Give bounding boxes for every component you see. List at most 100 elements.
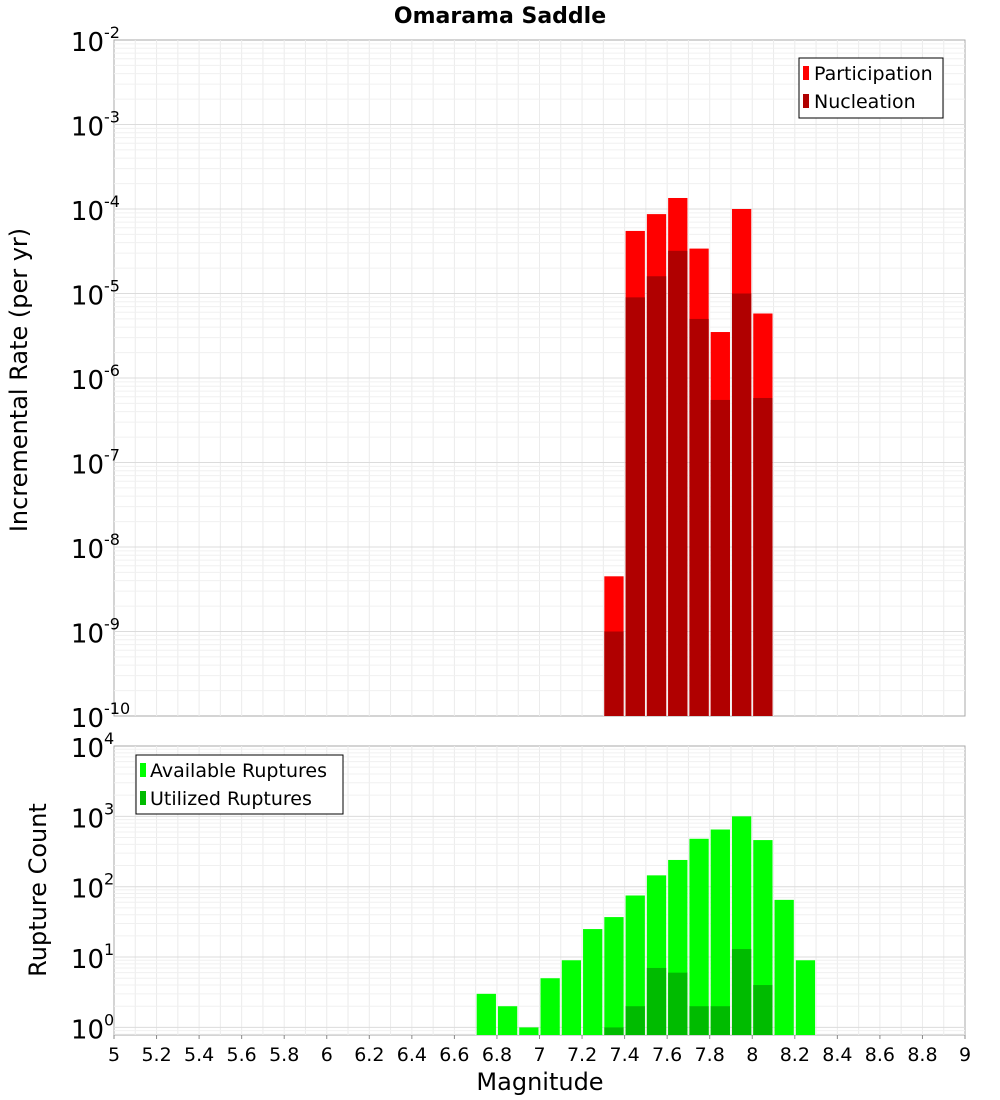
top-bar-series-b [646, 276, 667, 716]
bottom-bar-series-a [519, 1027, 539, 1035]
y-tick-base: 10 [71, 875, 104, 905]
y-tick-exponent: -4 [104, 192, 120, 211]
bottom-bar-series-a [540, 978, 560, 1035]
top-bar-series-b [625, 297, 645, 716]
x-tick-label: 7.2 [567, 1044, 597, 1066]
y-tick-label: 10 -7 [71, 446, 120, 481]
bottom-bar-series-a [476, 993, 496, 1035]
bottom-bar-series-a [604, 917, 624, 1035]
y-tick-base: 10 [71, 113, 104, 143]
y-tick-label: 10 -4 [71, 192, 120, 227]
top-bar-series-b [668, 250, 688, 716]
y-tick-base: 10 [71, 734, 104, 764]
top-bar-series-b [689, 318, 709, 716]
bottom-bar-series-a [561, 960, 582, 1035]
x-tick-label: 5.6 [227, 1044, 257, 1066]
x-tick-label: 8.8 [907, 1044, 937, 1066]
y-tick-base: 10 [71, 451, 104, 481]
top-bar-series-b [753, 397, 773, 716]
chart-title: Omarama Saddle [394, 4, 606, 29]
bottom-bar-series-b [625, 1006, 645, 1035]
x-tick-label: 7.6 [652, 1044, 682, 1066]
bottom-bar-series-a [497, 1006, 518, 1035]
x-tick-label: 5 [108, 1044, 120, 1066]
bottom-grid [114, 746, 965, 1035]
y-tick-label: 10 0 [71, 1010, 114, 1045]
x-tick-label: 7.8 [695, 1044, 725, 1066]
bottom-y-axis-label: Rupture Count [24, 803, 52, 977]
x-tick-label: 5.4 [184, 1044, 214, 1066]
bottom-bar-series-a [689, 838, 709, 1035]
bottom-bar-series-b [710, 1006, 730, 1035]
legend-label-participation: Participation [814, 63, 933, 85]
y-tick-exponent: -5 [104, 277, 120, 296]
y-tick-label: 10 3 [71, 799, 114, 834]
x-tick-label: 5.8 [269, 1044, 299, 1066]
top-bar-series-b [604, 631, 624, 716]
y-tick-base: 10 [71, 620, 104, 650]
top-bars [604, 197, 773, 717]
x-tick-label: 7.4 [609, 1044, 639, 1066]
y-tick-exponent: -8 [104, 530, 120, 549]
x-tick-label: 8.4 [822, 1044, 852, 1066]
y-tick-label: 10 4 [71, 729, 114, 764]
bottom-bar-series-a [774, 899, 794, 1035]
bottom-bar-series-a [625, 895, 645, 1035]
bottom-legend: Available Ruptures Utilized Ruptures [135, 754, 344, 815]
y-tick-base: 10 [71, 945, 104, 975]
top-y-axis-label: Incremental Rate (per yr) [5, 228, 33, 532]
x-axis-label: Magnitude [476, 1068, 603, 1096]
x-tick-label: 9 [959, 1044, 971, 1066]
bottom-bar-series-b [731, 949, 752, 1035]
legend-swatch-utilized [140, 791, 146, 805]
x-tick-label: 8 [746, 1044, 758, 1066]
y-tick-exponent: 0 [104, 1010, 114, 1029]
bottom-bar-series-a [583, 929, 603, 1035]
y-tick-label: 10 -10 [71, 699, 130, 734]
y-tick-exponent: -9 [104, 615, 120, 634]
y-tick-base: 10 [71, 804, 104, 834]
bottom-bars [476, 816, 816, 1035]
y-tick-exponent: 2 [104, 870, 114, 889]
x-tick-label: 6.6 [439, 1044, 469, 1066]
top-bar-series-b [710, 399, 730, 716]
legend-label-available: Available Ruptures [150, 760, 327, 782]
top-legend: Participation Nucleation [798, 57, 944, 119]
x-tick-label: 6.8 [482, 1044, 512, 1066]
y-tick-exponent: -7 [104, 446, 120, 465]
y-tick-base: 10 [71, 282, 104, 312]
bottom-bar-series-b [689, 1006, 709, 1035]
y-tick-label: 10 1 [71, 940, 114, 975]
y-tick-exponent: -2 [104, 23, 120, 42]
legend-swatch-available [140, 763, 146, 777]
y-tick-exponent: -10 [104, 699, 130, 718]
bottom-bar-series-b [646, 967, 667, 1035]
y-tick-exponent: 4 [104, 729, 114, 748]
bottom-bar-series-b [668, 972, 688, 1035]
y-tick-exponent: 1 [104, 940, 114, 959]
legend-label-nucleation: Nucleation [814, 91, 916, 113]
x-tick-label: 5.2 [141, 1044, 171, 1066]
y-tick-label: 10 2 [71, 870, 114, 905]
y-tick-base: 10 [71, 535, 104, 565]
x-tick-label: 6 [321, 1044, 333, 1066]
top-grid [114, 40, 965, 716]
y-tick-label: 10 -9 [71, 615, 120, 650]
y-tick-label: 10 -5 [71, 277, 120, 312]
bottom-legend-box [135, 754, 344, 815]
legend-swatch-nucleation [803, 94, 809, 108]
y-tick-base: 10 [71, 197, 104, 227]
bottom-bar-series-b [753, 985, 773, 1035]
y-tick-base: 10 [71, 1015, 104, 1045]
y-tick-base: 10 [71, 704, 104, 734]
y-tick-base: 10 [71, 28, 104, 58]
y-tick-label: 10 -6 [71, 361, 120, 396]
y-tick-label: 10 -8 [71, 530, 120, 565]
bottom-bar-series-b [604, 1027, 624, 1035]
y-tick-label: 10 -2 [71, 23, 120, 58]
